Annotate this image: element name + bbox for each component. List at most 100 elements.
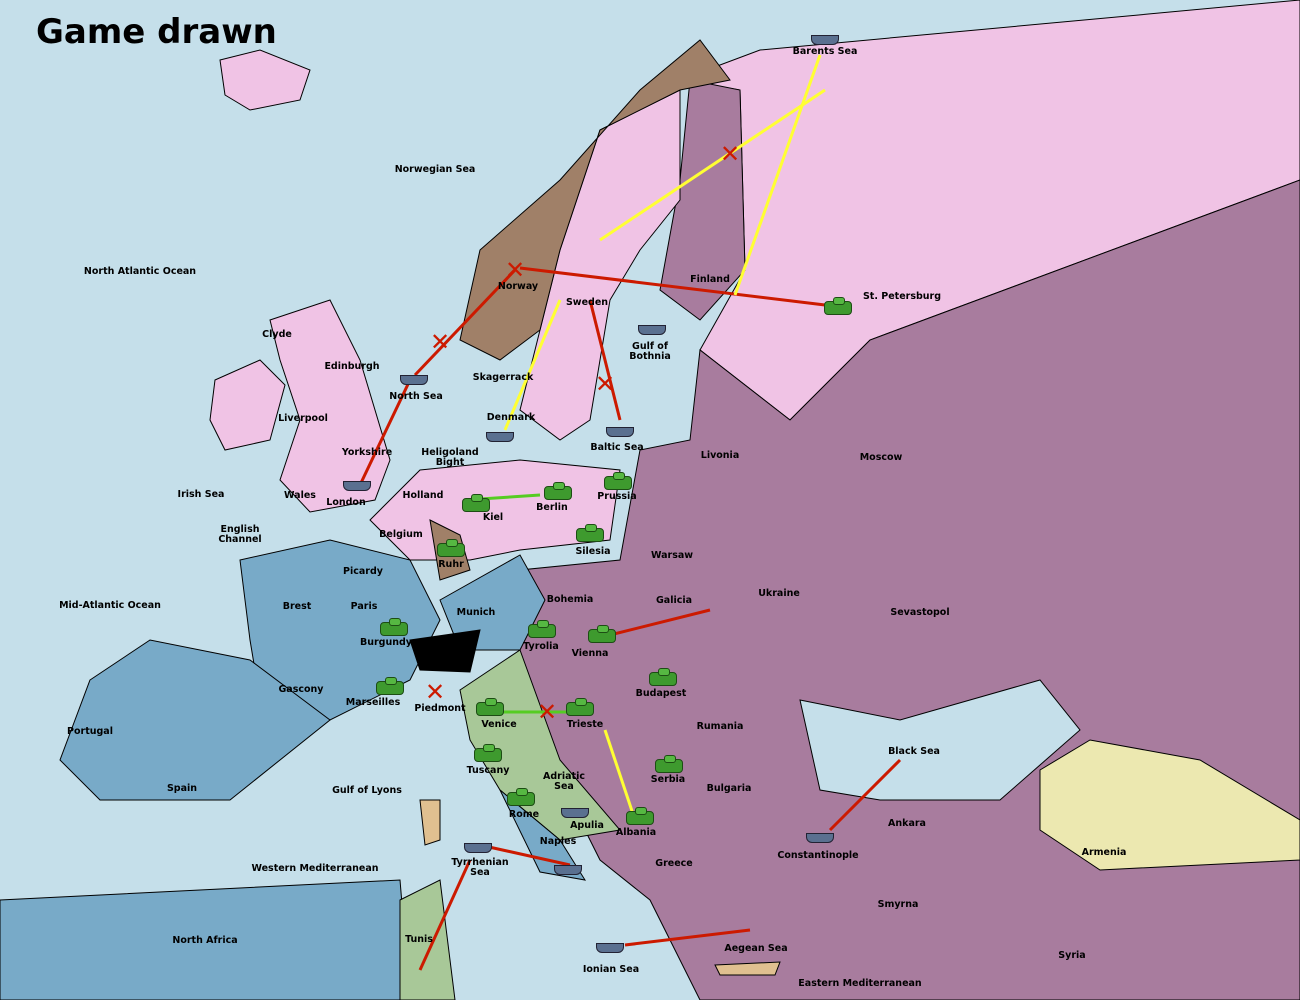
territory-label: Liverpool — [278, 413, 328, 424]
army-unit[interactable] — [437, 539, 465, 557]
region-switzerland[interactable] — [409, 629, 481, 673]
territory-label: Heligoland Bight — [421, 447, 479, 468]
territory-label: Spain — [166, 783, 198, 794]
region-france[interactable] — [239, 539, 441, 721]
territory-label: Serbia — [650, 774, 686, 785]
army-unit[interactable] — [588, 625, 616, 643]
failed-order-x: ✕ — [430, 328, 450, 356]
fleet-unit[interactable] — [343, 481, 371, 491]
region-black-sea[interactable] — [799, 679, 1081, 801]
territory-label: Tyrolia — [523, 641, 559, 652]
fleet-unit[interactable] — [400, 375, 428, 385]
move-arrow — [519, 266, 826, 307]
move-arrow — [588, 299, 622, 421]
territory-label: Venice — [481, 719, 517, 730]
region-north-africa[interactable] — [0, 879, 411, 1000]
move-arrow — [624, 928, 751, 947]
territory-label: Greece — [655, 858, 693, 869]
territory-label: Warsaw — [650, 550, 694, 561]
territory-label: Portugal — [67, 726, 113, 737]
territory-label: Yorkshire — [341, 447, 393, 458]
region-norway[interactable] — [459, 39, 731, 361]
territory-label: Marseilles — [345, 697, 401, 708]
army-unit[interactable] — [604, 472, 632, 490]
territory-label: Prussia — [597, 491, 637, 502]
territory-label: Baltic Sea — [590, 442, 644, 453]
territory-label: Vienna — [571, 648, 609, 659]
army-unit[interactable] — [566, 698, 594, 716]
region-armenia[interactable] — [1039, 739, 1300, 871]
territory-label: Ionian Sea — [582, 964, 640, 975]
army-unit[interactable] — [576, 524, 604, 542]
territory-label: Piedmont — [414, 703, 466, 714]
army-unit[interactable] — [462, 494, 490, 512]
territory-label: Paris — [350, 601, 378, 612]
territory-label: Gulf of Lyons — [332, 785, 402, 796]
territory-label: Armenia — [1081, 847, 1127, 858]
territory-label: Ruhr — [438, 559, 464, 570]
territory-label: Aegean Sea — [724, 943, 788, 954]
territory-label: Clyde — [262, 329, 292, 340]
fleet-unit[interactable] — [596, 943, 624, 953]
support-arrow — [503, 299, 562, 431]
territory-label: Gulf of Bothnia — [629, 341, 671, 362]
region-corsica[interactable] — [419, 799, 441, 846]
army-unit[interactable] — [507, 788, 535, 806]
region-britain[interactable] — [269, 299, 391, 513]
territory-label: Mid-Atlantic Ocean — [59, 600, 161, 611]
territory-label: Burgundy — [359, 637, 413, 648]
territory-label: Rome — [508, 809, 540, 820]
region-iceland[interactable] — [219, 49, 311, 111]
army-unit[interactable] — [655, 755, 683, 773]
territory-label: Norwegian Sea — [394, 164, 476, 175]
army-unit[interactable] — [544, 482, 572, 500]
territory-label: Sevastopol — [890, 607, 950, 618]
army-unit[interactable] — [474, 744, 502, 762]
move-arrow — [358, 379, 412, 486]
territory-label: Irish Sea — [177, 489, 225, 500]
territory-label: Ukraine — [758, 588, 800, 599]
army-unit[interactable] — [649, 668, 677, 686]
fleet-unit[interactable] — [811, 35, 839, 45]
territory-label: Bohemia — [546, 594, 594, 605]
fleet-unit[interactable] — [638, 325, 666, 335]
fleet-unit[interactable] — [464, 843, 492, 853]
territory-label: Rumania — [696, 721, 744, 732]
territory-label: Bulgaria — [706, 783, 752, 794]
region-ireland[interactable] — [209, 359, 286, 451]
territory-label: Tunis — [405, 934, 433, 945]
fleet-unit[interactable] — [806, 833, 834, 843]
army-unit[interactable] — [476, 698, 504, 716]
region-naples[interactable] — [499, 789, 587, 881]
fleet-unit[interactable] — [554, 865, 582, 875]
support-arrow — [603, 729, 637, 821]
territory-label: Western Mediterranean — [251, 863, 379, 874]
region-crete[interactable] — [714, 961, 781, 976]
failed-order-x: ✕ — [425, 678, 445, 706]
territory-label: Skagerrack — [472, 372, 534, 383]
failed-order-x: ✕ — [595, 370, 615, 398]
territory-label: Wales — [284, 490, 316, 501]
army-unit[interactable] — [380, 618, 408, 636]
territory-label: Silesia — [575, 546, 611, 557]
territory-label: Livonia — [700, 450, 740, 461]
army-unit[interactable] — [824, 297, 852, 315]
territory-label: Naples — [539, 836, 577, 847]
region-tunis[interactable] — [399, 879, 456, 1000]
territory-label: Norway — [497, 281, 539, 292]
army-unit[interactable] — [528, 620, 556, 638]
territory-label: Constantinople — [777, 850, 859, 861]
fleet-unit[interactable] — [561, 808, 589, 818]
move-arrow — [828, 758, 902, 832]
territory-label: Syria — [1058, 950, 1086, 961]
region-iberia[interactable] — [59, 639, 331, 801]
army-unit[interactable] — [626, 807, 654, 825]
territory-label: Moscow — [859, 452, 903, 463]
territory-label: Munich — [456, 607, 496, 618]
territory-label: London — [326, 497, 366, 508]
army-unit[interactable] — [376, 677, 404, 695]
fleet-unit[interactable] — [606, 427, 634, 437]
territory-label: Eastern Mediterranean — [798, 978, 922, 989]
fleet-unit[interactable] — [486, 432, 514, 442]
